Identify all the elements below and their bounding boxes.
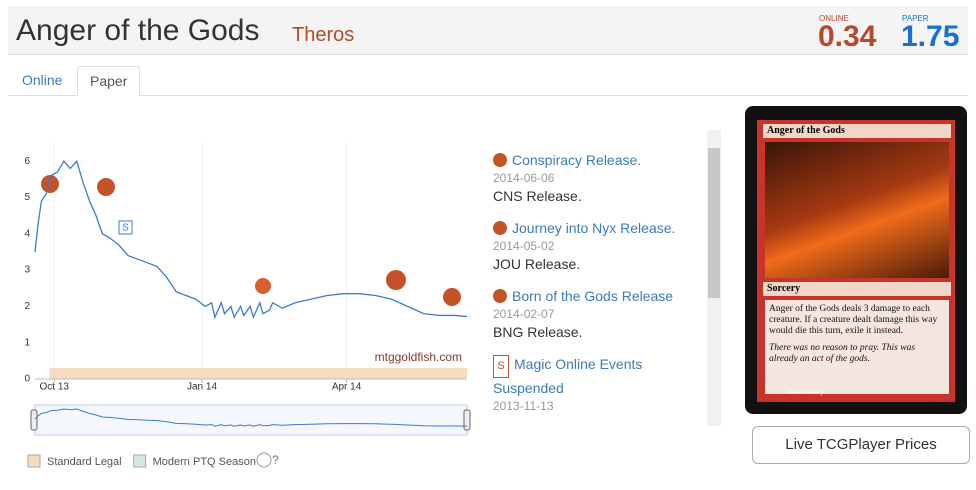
y-tick-label: 1 [24, 337, 30, 348]
event: Conspiracy Release. 2014-06-06 CNS Release… [493, 150, 703, 204]
event-title[interactable]: Conspiracy Release. [512, 152, 642, 168]
legend-label: Modern PTQ Season [153, 456, 256, 468]
event-icon-label: S [493, 355, 509, 378]
scroll-thumb[interactable] [708, 148, 720, 298]
tab-active[interactable]: Paper [77, 66, 141, 96]
scrollbar[interactable] [707, 130, 721, 426]
card-artist: Noah Bradley [787, 390, 824, 396]
event-date: 2014-06-06 [493, 171, 555, 185]
nav-handle[interactable] [30, 409, 38, 431]
help-icon[interactable]: ? [272, 453, 279, 467]
x-tick-label: Jan 14 [187, 382, 217, 393]
y-tick-label: 4 [24, 228, 30, 239]
header: Anger of the Gods Theros ONLINE 0.34 PAP… [8, 6, 968, 55]
legend-swatch [133, 454, 147, 468]
card-textbox: Anger of the Gods deals 3 damage to each… [765, 300, 949, 394]
event-icon[interactable] [255, 278, 271, 294]
online-price: 0.34 [818, 20, 877, 53]
event-icon[interactable] [118, 220, 133, 235]
card-type: Sorcery [763, 282, 951, 296]
event-desc: JOU Release. [493, 256, 581, 272]
navigator-line [34, 408, 468, 427]
event-date: 2014-02-07 [493, 307, 555, 321]
card-name: Anger of the Gods [763, 124, 951, 138]
y-tick-label: 5 [24, 192, 30, 203]
card-rules: Anger of the Gods deals 3 damage to each… [769, 304, 938, 336]
y-tick-label: 6 [24, 156, 30, 167]
event-desc: CNS Release. [493, 188, 582, 204]
card-frame: Anger of the Gods Sorcery Anger of the G… [757, 120, 955, 402]
price-line [34, 159, 468, 320]
event: Journey into Nyx Release. 2014-05-02 JOU R… [493, 218, 703, 272]
set-name[interactable]: Theros [292, 24, 355, 46]
event-list: Conspiracy Release. 2014-06-06 CNS Release… [493, 150, 703, 430]
card-flavor: There was no reason to pray. This was al… [769, 343, 916, 364]
paper-label: PAPER [902, 14, 929, 23]
event-title[interactable]: Born of the Gods Release [512, 288, 674, 304]
card-image: Anger of the Gods Sorcery Anger of the G… [745, 106, 967, 414]
event-icon[interactable] [386, 270, 406, 290]
tcgplayer-button[interactable]: Live TCGPlayer Prices [752, 426, 970, 464]
x-tick-label: Apr 14 [332, 382, 362, 393]
event-icon[interactable] [41, 175, 59, 193]
tab[interactable]: Online [22, 72, 63, 88]
online-label: ONLINE [819, 14, 849, 23]
y-tick-label: 0 [24, 374, 30, 385]
event-icon[interactable] [97, 178, 115, 196]
event-title[interactable]: Journey into Nyx Release. [512, 220, 676, 236]
event-title[interactable]: Magic Online Events Suspended [493, 356, 643, 396]
y-tick-label: 2 [24, 301, 30, 312]
event-date: 2013-11-13 [493, 399, 554, 413]
nav-handle[interactable] [463, 409, 471, 431]
event: Born of the Gods Release 2014-02-07 BNG Re… [493, 286, 703, 340]
card-title: Anger of the Gods [16, 14, 260, 47]
watermark: mtggoldfish.com [375, 350, 462, 364]
legend-swatch [27, 454, 41, 468]
tabs: Online Paper [8, 66, 968, 96]
event-icon-label: S [122, 223, 129, 234]
chart: mtggoldfish.com S ? 0 1 2 3 4 5 6 Oct 13 Jan 14 A… [24, 143, 471, 468]
help-circle[interactable] [256, 452, 272, 468]
event-icon[interactable] [443, 288, 461, 306]
event-desc: BNG Release. [493, 324, 583, 340]
card-art [765, 142, 949, 278]
x-tick-label: Oct 13 [40, 382, 70, 393]
legend-label: Standard Legal [47, 456, 122, 468]
event-date: 2014-05-02 [493, 239, 555, 253]
navigator [34, 404, 468, 436]
standard-band [49, 368, 468, 379]
event: S Magic Online Events Suspended 2013-11-13 [493, 354, 703, 413]
paper-price: 1.75 [901, 20, 960, 53]
y-tick-label: 3 [24, 265, 30, 276]
